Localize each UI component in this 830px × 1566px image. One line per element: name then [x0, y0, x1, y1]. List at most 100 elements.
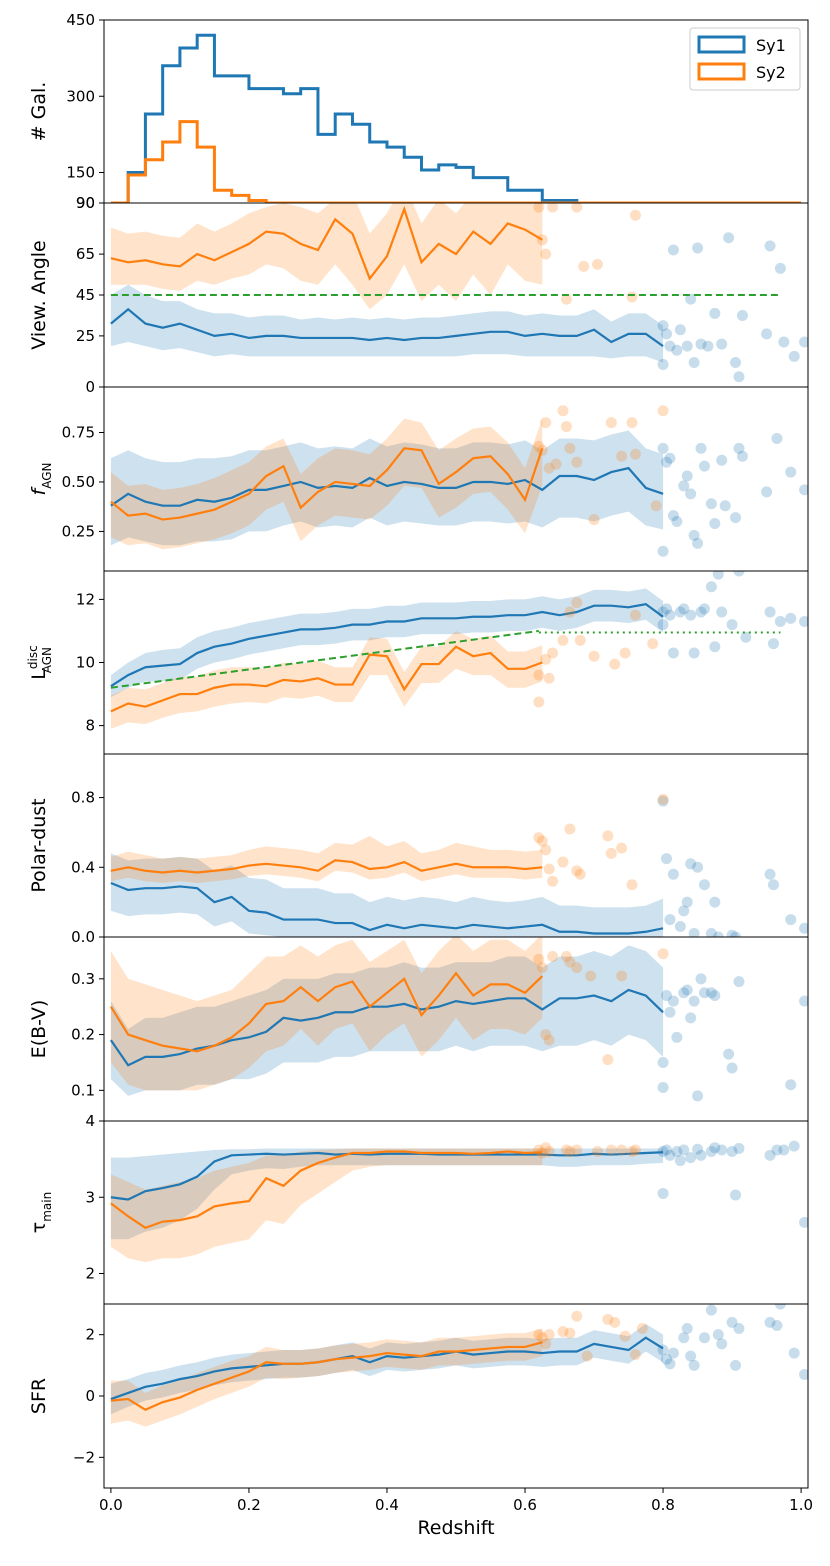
- band-sy2: [110, 937, 543, 1091]
- point-sy1-4: [667, 647, 679, 659]
- point-sy2-3: [543, 1034, 555, 1046]
- point-sy2-0: [533, 1329, 545, 1341]
- ytick-label-view-angle-0: 0: [85, 378, 95, 396]
- ylabel-l-agn-disc-sub: AGN: [40, 647, 54, 673]
- ytick-label-e-b-v-0-3: 0.3: [71, 970, 95, 988]
- xtick-label-0-4: 0.4: [375, 1496, 399, 1514]
- point-sy2-10: [605, 847, 617, 859]
- point-sy2-3: [543, 1146, 555, 1157]
- point-sy1-14: [709, 990, 721, 1002]
- point-sy2-2: [540, 417, 552, 429]
- panel-polar-dust: 0.0 0.4 0.8 Polar-dust: [28, 753, 809, 946]
- point-sy1-9: [692, 861, 704, 873]
- point-sy1-15: [764, 1316, 776, 1328]
- point-sy1-13: [726, 1146, 738, 1157]
- point-sy2-10: [605, 417, 617, 429]
- point-sy1-6: [674, 324, 686, 336]
- ytick-label-gal-90: 90: [76, 194, 95, 212]
- point-sy1-12: [709, 641, 721, 653]
- point-sy1-8: [685, 1012, 697, 1024]
- point-sy2-8: [585, 970, 597, 982]
- ylabel-f-agn-sub: AGN: [40, 463, 54, 489]
- point-sy1-3: [664, 1149, 676, 1161]
- point-sy2-5: [557, 856, 569, 868]
- point-sy1-5: [671, 1031, 683, 1043]
- point-sy2-0: [533, 669, 545, 681]
- plot-area-l-agn-disc: [110, 571, 808, 729]
- xtick-label-0-8: 0.8: [651, 1496, 675, 1514]
- point-sy1-2: [661, 1144, 673, 1156]
- point-sy2-10: [609, 658, 621, 670]
- point-sy1-6: [685, 1350, 697, 1362]
- point-sy2-8: [602, 1313, 614, 1325]
- point-sy1-20: [799, 1216, 808, 1228]
- point-sy1-10: [692, 242, 704, 254]
- point-sy2-2: [540, 1142, 552, 1154]
- point-sy1-3: [664, 452, 676, 464]
- point-sy1-20: [774, 615, 786, 627]
- point-sy1-9: [695, 606, 707, 618]
- ytick-label-f-agn-0-25: 0.25: [62, 522, 95, 540]
- point-sy1-7: [685, 1152, 697, 1164]
- point-sy1-11: [695, 442, 707, 454]
- xlabel: Redshift: [417, 1517, 494, 1539]
- ytick-label-view-angle-45: 45: [76, 286, 95, 304]
- reference-line-0: [110, 629, 539, 689]
- point-sy1-22: [778, 336, 790, 348]
- point-sy2-3: [543, 1329, 555, 1341]
- point-sy1-2: [661, 456, 673, 468]
- legend-swatch-sy1: [697, 35, 746, 54]
- point-sy2-5: [571, 203, 583, 213]
- point-sy1-11: [705, 928, 717, 937]
- point-sy2-10: [616, 970, 628, 982]
- ytick-label-gal-450: 450: [66, 11, 95, 29]
- point-sy1-10: [705, 1146, 717, 1157]
- xtick-label-0: 0.0: [99, 1496, 123, 1514]
- point-sy2-12: [626, 879, 638, 891]
- point-sy1-14: [726, 929, 738, 937]
- band-sy2: [110, 1148, 543, 1263]
- line-sy2: [110, 645, 543, 713]
- point-sy1-15: [723, 1048, 735, 1060]
- plot-area-view-angle: [110, 203, 808, 383]
- point-sy1-10: [692, 1090, 704, 1102]
- point-sy1-14: [733, 1323, 745, 1335]
- point-sy1-6: [681, 896, 693, 908]
- point-sy2-11: [616, 450, 628, 462]
- point-sy2-7: [564, 442, 576, 454]
- ylabel-l-agn-disc-super: disc: [26, 645, 40, 669]
- ylabel-main: τmain: [28, 1192, 54, 1233]
- band-sy1: [110, 430, 664, 546]
- point-sy1-8: [688, 928, 700, 937]
- line-sy2: [109, 971, 544, 1053]
- point-sy2-1: [533, 696, 545, 708]
- point-sy1-5: [671, 516, 683, 528]
- plot-area-sfr: [110, 1304, 808, 1427]
- point-sy1-19: [799, 995, 808, 1007]
- point-sy2-6: [564, 606, 576, 618]
- band-sy1: [110, 945, 664, 1096]
- point-sy1-10: [692, 537, 704, 549]
- point-sy1-7: [688, 1359, 700, 1371]
- point-sy1-9: [695, 1149, 707, 1161]
- point-sy2-9: [602, 1054, 614, 1066]
- point-sy1-0: [657, 1146, 669, 1157]
- ytick-label-main-2: 2: [85, 1265, 95, 1283]
- point-sy1-13: [730, 1359, 742, 1371]
- point-sy2-6: [564, 956, 576, 968]
- point-sy1-19: [767, 638, 779, 650]
- point-sy2-5: [564, 1146, 576, 1157]
- ytick-label-view-angle-65: 65: [76, 245, 95, 263]
- ylabel-l-agn-disc: LdiscAGN: [26, 645, 54, 679]
- point-sy1-18: [785, 914, 797, 926]
- point-sy1-2: [664, 914, 676, 926]
- point-sy2-7: [581, 1350, 593, 1362]
- point-sy1-13: [709, 307, 721, 319]
- point-sy1-19: [761, 328, 773, 340]
- point-sy1-0: [657, 442, 669, 454]
- point-sy2-10: [619, 1330, 631, 1342]
- ylabel-main-base: τ: [28, 1222, 50, 1233]
- point-sy1-8: [698, 1332, 710, 1344]
- ytick-label-l-agn-disc-10: 10: [76, 654, 95, 672]
